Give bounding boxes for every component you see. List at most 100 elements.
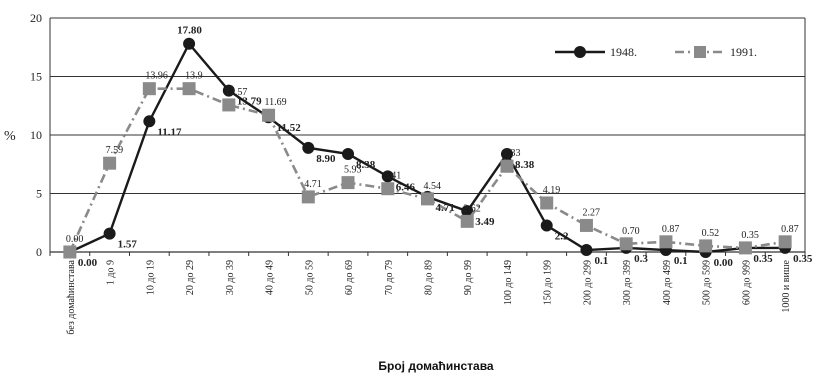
data-point-circle: [500, 147, 513, 160]
data-label: 0.1: [594, 255, 608, 267]
data-label: 0.00: [66, 234, 84, 245]
data-point-square: [262, 108, 276, 122]
data-label: 0.3: [634, 253, 648, 265]
data-label: 0.87: [781, 224, 799, 235]
series: [63, 37, 792, 259]
data-point-square: [659, 235, 673, 249]
data-point-square: [182, 82, 196, 96]
x-tick-label: 500 до 599: [702, 260, 713, 305]
data-point-circle: [381, 170, 394, 183]
data-label: 0.35: [753, 253, 773, 265]
data-label: 4.71: [436, 202, 455, 214]
data-point-square: [63, 245, 77, 259]
data-point-square: [381, 182, 395, 196]
x-tick-label: 10 до 19: [145, 260, 156, 295]
x-tick-label: 80 до 89: [424, 260, 435, 295]
data-label: 4.71: [304, 179, 322, 190]
data-point-circle: [580, 244, 593, 257]
data-label: 2.62: [463, 203, 481, 214]
legend-marker-square: [694, 46, 706, 58]
x-tick-label: 300 до 399: [622, 260, 633, 305]
data-label: 8.38: [515, 159, 535, 171]
x-tick-label: 70 до 79: [384, 260, 395, 295]
data-point-circle: [302, 141, 315, 154]
data-label: 3.49: [475, 216, 495, 228]
y-tick-label: 10: [30, 128, 42, 142]
gridlines: [50, 17, 805, 253]
data-point-square: [738, 241, 752, 255]
data-label: 11.52: [277, 122, 302, 134]
data-label: 8.90: [316, 153, 336, 165]
data-point-square: [341, 176, 355, 190]
data-point-square: [540, 196, 554, 210]
x-tick-label: 100 до 149: [503, 260, 514, 305]
data-label: 6.46: [396, 181, 416, 193]
data-point-square: [421, 192, 434, 206]
x-tick-label: 20 до 29: [185, 260, 196, 295]
data-label: 0.52: [702, 228, 720, 239]
y-axis-label: %: [4, 129, 16, 144]
data-label: 4.54: [424, 181, 442, 192]
x-tick-label: 150 до 199: [543, 260, 554, 305]
axes: 0 5 10 15 20 без домаћинстава 1 до 9 10 до 19 20…: [30, 11, 806, 335]
data-point-square: [500, 159, 514, 173]
y-tick-label: 20: [30, 11, 42, 25]
legend-label-2: 1991.: [730, 45, 757, 59]
data-label: 2.27: [582, 207, 600, 218]
x-tick-label: 50 до 59: [304, 260, 315, 295]
data-point-square: [619, 237, 633, 251]
series-line-1: [69, 41, 786, 254]
data-point-square: [142, 82, 156, 96]
data-label: 0.00: [78, 257, 98, 269]
y-tick-label: 15: [30, 70, 42, 84]
data-point-square: [579, 218, 593, 232]
data-point-square: [699, 239, 713, 253]
y-tick-label: 5: [36, 187, 42, 201]
data-point-circle: [540, 219, 553, 232]
legend-label-1: 1948.: [610, 45, 637, 59]
data-point-square: [103, 156, 117, 170]
data-label: 4.19: [543, 185, 561, 196]
data-label: 17.80: [177, 25, 202, 37]
data-point-circle: [143, 115, 156, 128]
data-label: 8.38: [356, 159, 376, 171]
data-label: 13.96: [145, 71, 168, 82]
data-label: 0.1: [674, 255, 688, 267]
data-label: 13.9: [185, 71, 203, 82]
x-tick-label: 90 до 99: [463, 260, 474, 295]
data-point-square: [460, 214, 474, 228]
x-tick-label: 60 до 69: [344, 260, 355, 295]
data-point-square: [778, 235, 792, 249]
legend-marker-circle: [574, 46, 586, 58]
x-tick-label: 600 до 999: [741, 260, 752, 305]
data-point-circle: [222, 84, 235, 97]
data-label: 11.69: [265, 97, 287, 108]
x-tick-label: 400 до 499: [662, 260, 673, 305]
data-label: 2.2: [555, 231, 569, 243]
x-axis-label: Број домаћинстава: [378, 359, 494, 373]
data-point-square: [301, 190, 315, 204]
data-label: 0.35: [741, 230, 759, 241]
data-point-circle: [342, 147, 355, 160]
data-label: 5.93: [344, 165, 362, 176]
data-label: 7.59: [106, 145, 124, 156]
data-label: 0.70: [622, 226, 640, 237]
x-tick-label: 40 до 49: [265, 260, 276, 295]
data-label: 13.79: [237, 96, 262, 108]
data-label: 0.35: [793, 253, 813, 265]
data-point-circle: [461, 205, 474, 218]
y-tick-label: 0: [36, 245, 42, 259]
data-label: 1.57: [118, 239, 138, 251]
data-point-circle: [183, 37, 196, 50]
data-label: 7.33: [503, 148, 521, 159]
x-tick-label: 30 до 39: [225, 260, 236, 295]
legend: 1948. 1991.: [555, 45, 757, 59]
x-tick-label: 1 до 9: [106, 260, 117, 285]
x-tick-label: 1000 и више: [781, 259, 792, 312]
x-tick-label: 200 до 299: [582, 260, 593, 305]
x-tick-label: без домаћинстава: [66, 259, 77, 334]
data-label: 5.41: [384, 171, 402, 182]
data-labels: 0.00 1.57 11.17 17.80 13.79 11.52 8.90 8.38 6.46…: [66, 25, 813, 269]
data-point-square: [222, 98, 236, 112]
